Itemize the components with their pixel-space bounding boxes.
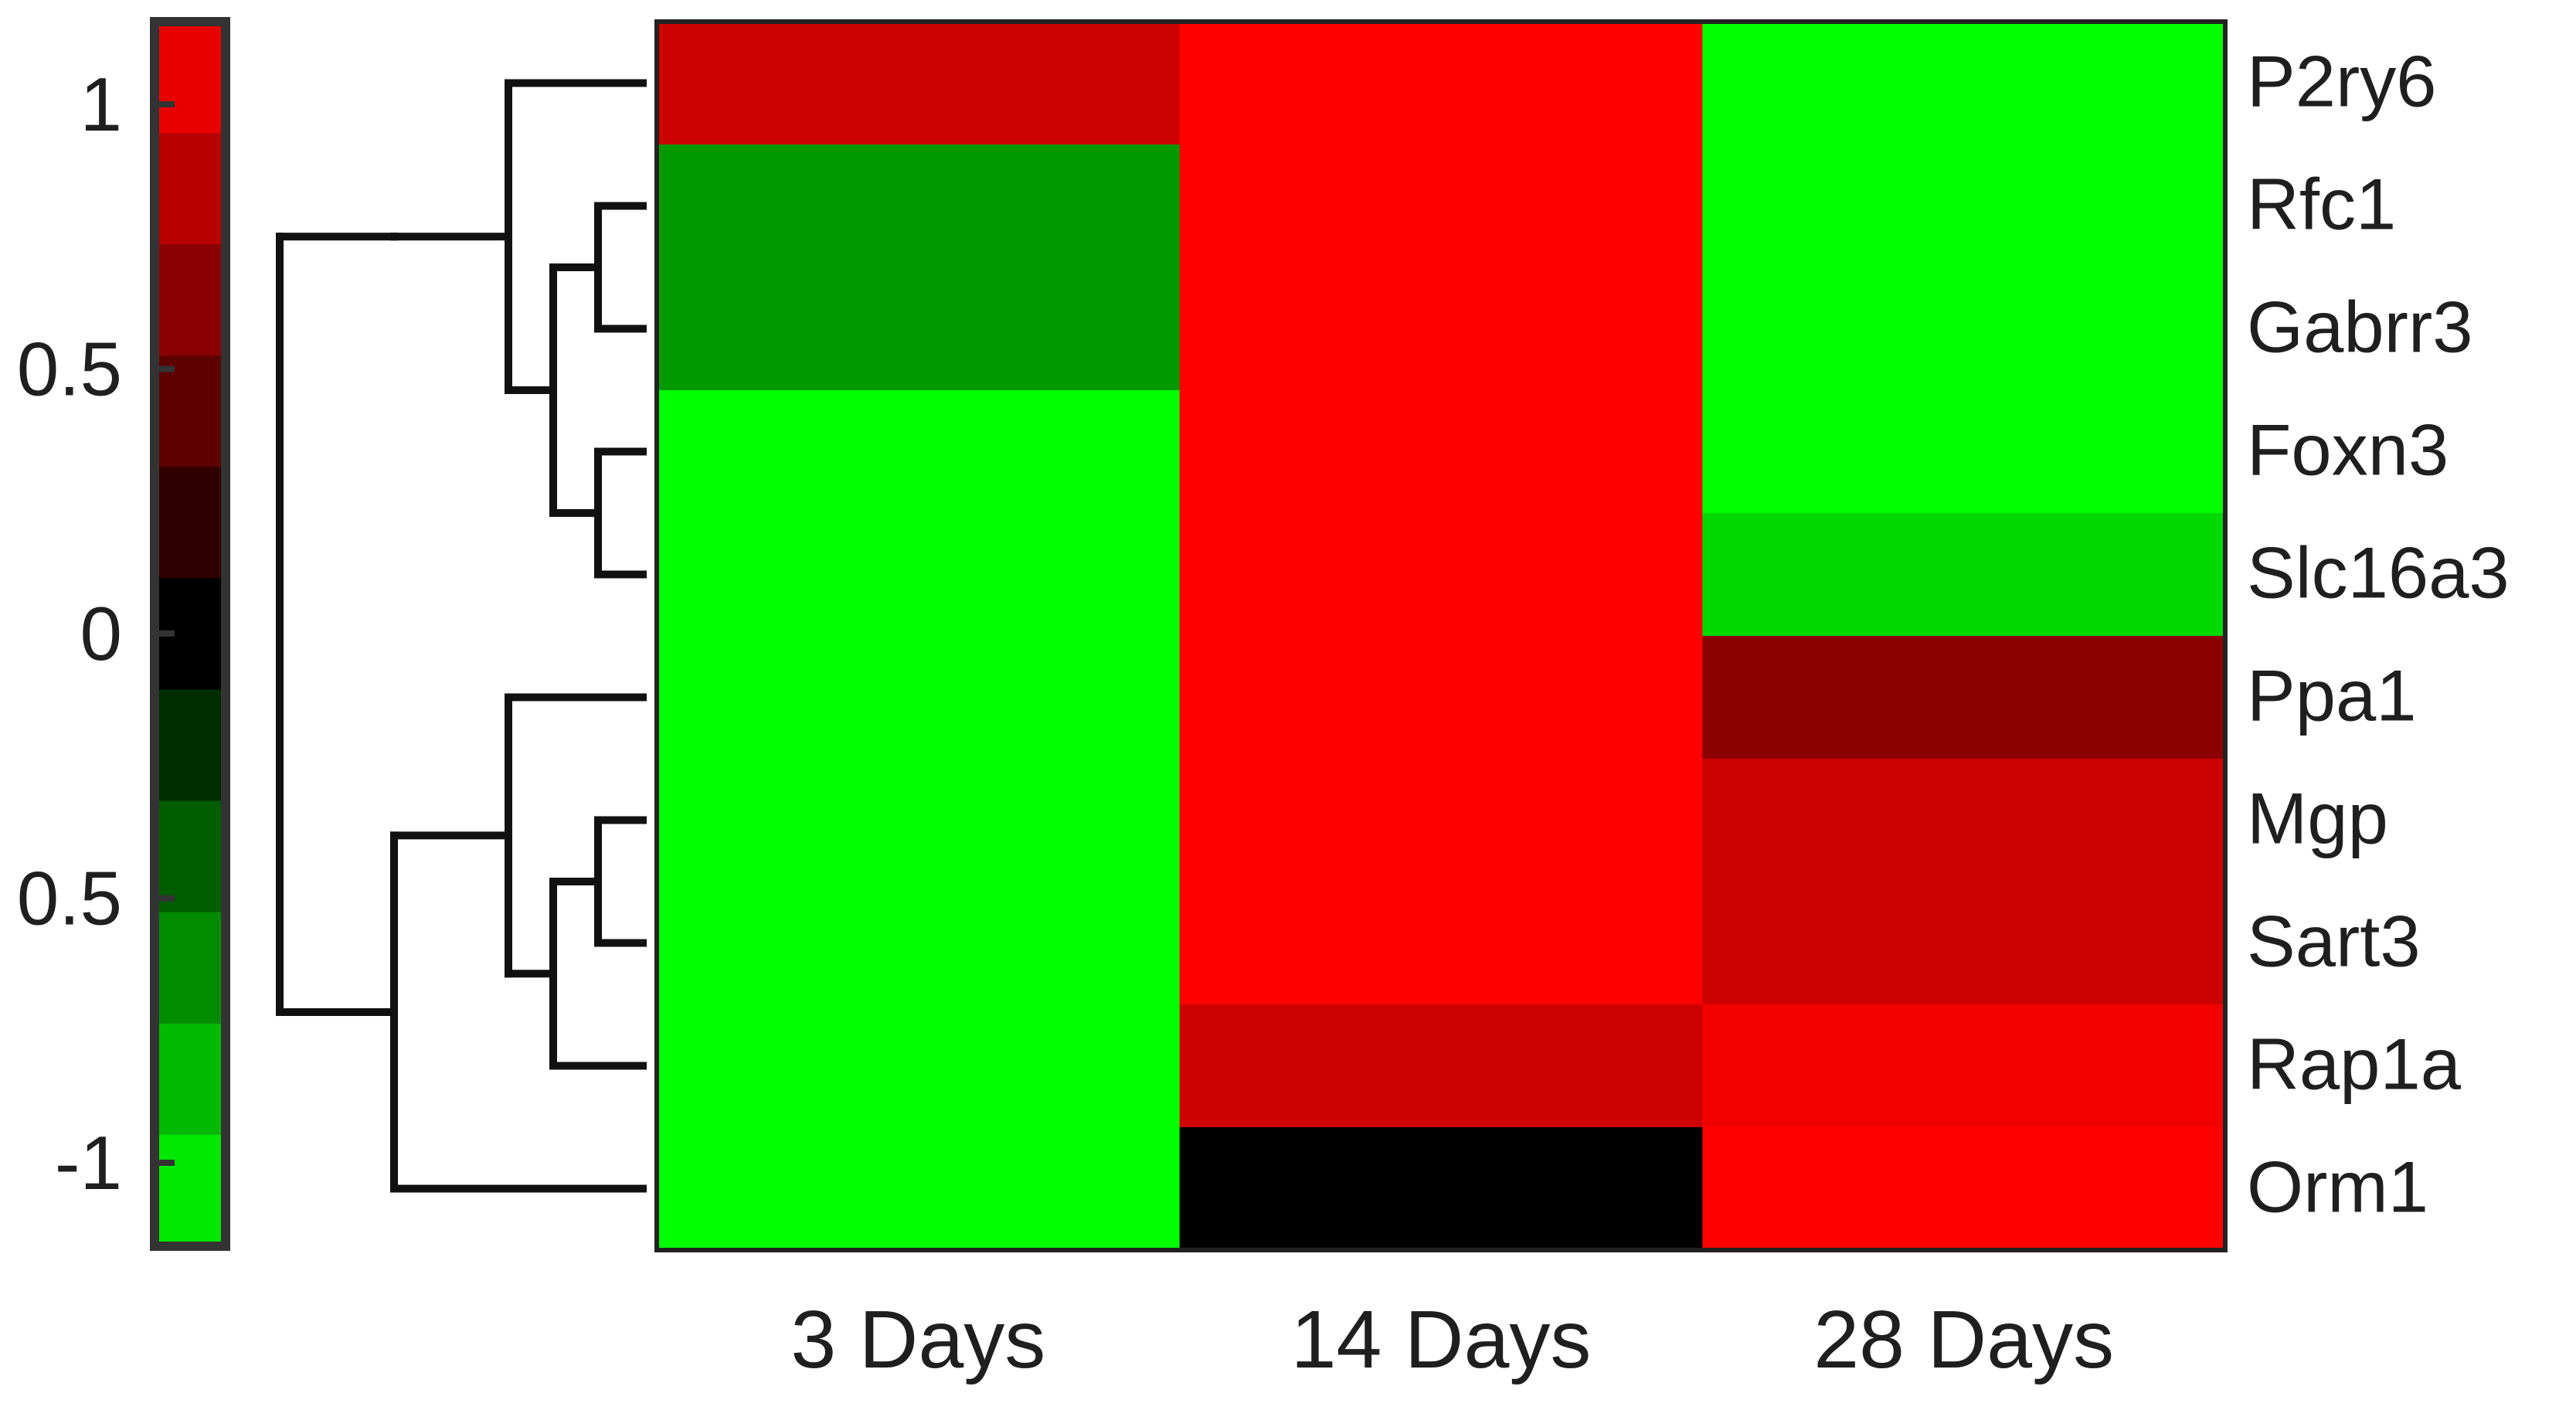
row-label-rfc1: Rfc1: [2247, 164, 2396, 245]
heatmap-cell-sart3-1: [657, 882, 1181, 1005]
heatmap-cell-rfc1-3: [1702, 144, 2226, 268]
colorbar-tick-label-2: 0.5: [17, 327, 122, 412]
heatmap-cell-ppa1-2: [1179, 636, 1703, 759]
dendrogram-link-6: [594, 816, 647, 947]
colorbar-segment-11: [155, 1134, 226, 1247]
column-label-2: 14 Days: [1291, 1294, 1592, 1385]
row-labels: P2ry6 Rfc1 Gabrr3 Foxn3 Slc16a3 Ppa1 Mgp Sart3 R…: [2247, 41, 2510, 1228]
heatmap-cell-slc16a3-1: [657, 513, 1181, 637]
heatmap-cell-rfc1-2: [1179, 144, 1703, 268]
colorbar-ticks: 1 0.5 0 0.5 -1: [17, 62, 175, 1205]
heatmap-cell-rfc1-1: [657, 144, 1181, 268]
heatmap-cell-slc16a3-3: [1702, 513, 2226, 637]
heatmap-border: [654, 19, 2228, 1252]
row-label-foxn3: Foxn3: [2247, 409, 2449, 491]
colorbar-segment-7: [155, 689, 226, 802]
row-label-p2ry6: P2ry6: [2247, 41, 2437, 122]
colorbar-tick-label-4: 0.5: [17, 856, 122, 941]
heatmap-cell-p2ry6-2: [1179, 22, 1703, 145]
heatmap-cell-ppa1-1: [657, 636, 1181, 759]
heatmap-cell-mgp-2: [1179, 759, 1703, 882]
heatmap-cell-rap1a-1: [657, 1004, 1181, 1128]
column-labels: 3 Days 14 Days 28 Days: [790, 1294, 2114, 1385]
heatmap-cell-gabrr3-3: [1702, 267, 2226, 391]
row-label-sart3: Sart3: [2247, 901, 2421, 982]
dendrogram-link-3: [549, 263, 602, 517]
heatmap-cell-p2ry6-3: [1702, 22, 2226, 145]
colorbar: [150, 17, 230, 1251]
row-label-rap1a: Rap1a: [2247, 1024, 2462, 1105]
heatmap-cell-mgp-1: [657, 759, 1181, 882]
colorbar-segment-4: [155, 355, 226, 467]
dendrogram-link-4: [505, 79, 647, 394]
dendrogram-link-8: [505, 693, 647, 978]
heatmap-cell-orm1-2: [1179, 1127, 1703, 1251]
heatmap-cell-foxn3-2: [1179, 390, 1703, 514]
colorbar-segment-10: [155, 1023, 226, 1136]
dendrogram-link-9: [390, 831, 647, 1193]
row-label-slc16a3: Slc16a3: [2247, 532, 2510, 613]
colorbar-segment-9: [155, 912, 226, 1024]
heatmap-cell-gabrr3-2: [1179, 267, 1703, 391]
dendrogram-link-1: [594, 202, 647, 333]
heatmap-cell-foxn3-1: [657, 390, 1181, 514]
colorbar-segment-1: [155, 22, 226, 134]
heatmap-cell-foxn3-3: [1702, 390, 2226, 514]
dendrogram-link-2: [594, 447, 647, 579]
heatmap-cell-orm1-3: [1702, 1127, 2226, 1251]
heatmap-cell-orm1-1: [657, 1127, 1181, 1251]
colorbar-tick-label-1: 1: [80, 62, 122, 147]
heatmap-cell-gabrr3-1: [657, 267, 1181, 391]
row-label-orm1: Orm1: [2247, 1147, 2428, 1228]
column-label-1: 3 Days: [790, 1294, 1045, 1385]
colorbar-segment-2: [155, 133, 226, 245]
column-label-3: 28 Days: [1813, 1294, 2114, 1385]
colorbar-border: [150, 17, 230, 1251]
colorbar-segment-3: [155, 244, 226, 356]
colorbar-segment-5: [155, 467, 226, 579]
heatmap-cell-rap1a-2: [1179, 1004, 1703, 1128]
dendrogram-link-10: [276, 233, 398, 1016]
heatmap-cell-sart3-3: [1702, 882, 2226, 1005]
colorbar-tick-label-3: 0: [80, 591, 122, 676]
heatmap-cell-ppa1-3: [1702, 636, 2226, 759]
heatmap-cell-mgp-3: [1702, 759, 2226, 882]
heatmap-cells: [657, 22, 2226, 1251]
heatmap-cell-p2ry6-1: [657, 22, 1181, 145]
colorbar-tick-label-5: -1: [55, 1120, 122, 1205]
row-label-gabrr3: Gabrr3: [2247, 287, 2473, 368]
dendrogram: [276, 79, 647, 1193]
row-label-mgp: Mgp: [2247, 778, 2388, 859]
heatmap-cell-slc16a3-2: [1179, 513, 1703, 637]
heatmap-cell-rap1a-3: [1702, 1004, 2226, 1128]
heatmap-cell-sart3-2: [1179, 882, 1703, 1005]
heatmap-frame: [654, 19, 2228, 1252]
row-label-ppa1: Ppa1: [2247, 655, 2417, 736]
colorbar-segment-8: [155, 800, 226, 913]
